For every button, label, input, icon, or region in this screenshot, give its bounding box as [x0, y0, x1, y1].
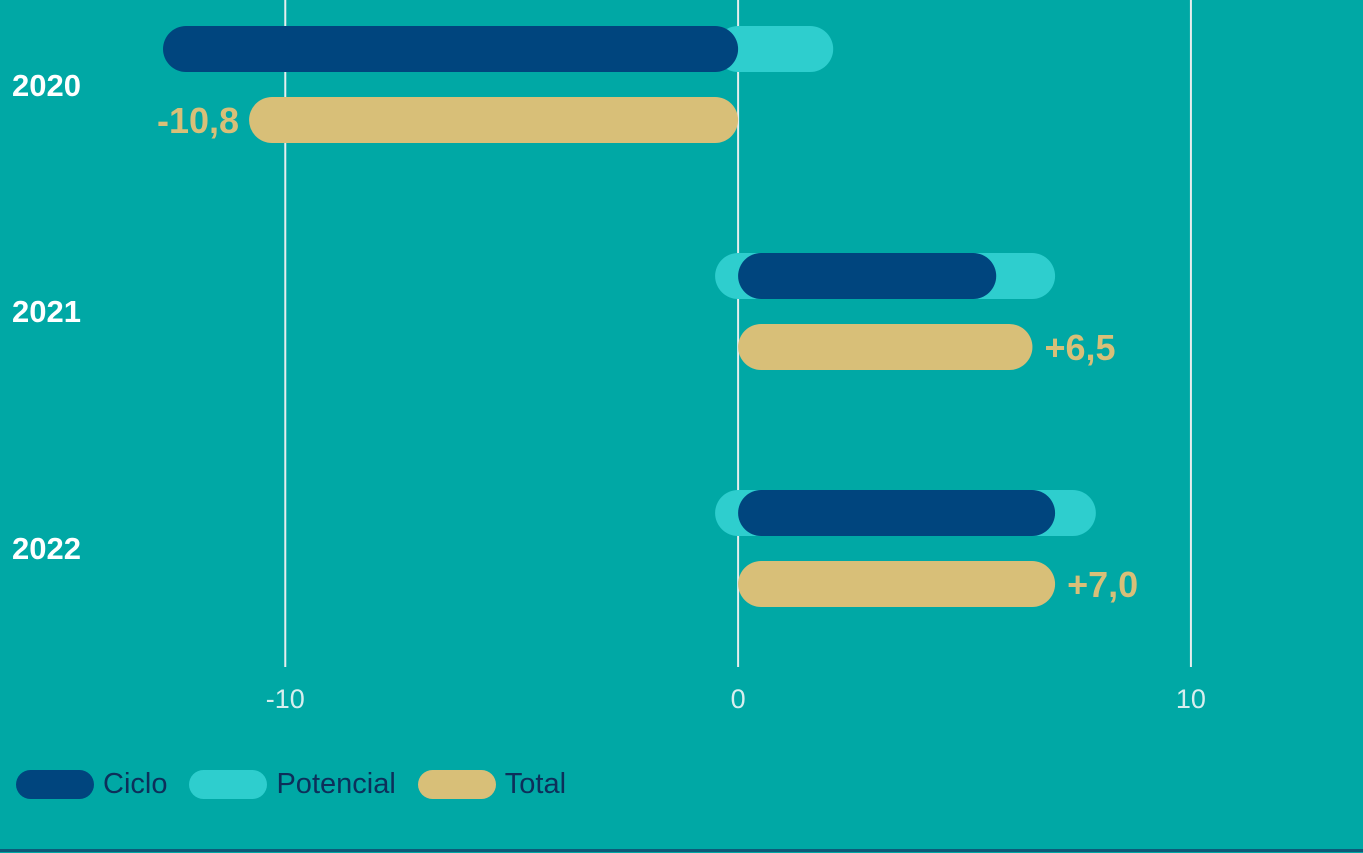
legend-swatch-potencial: [189, 770, 268, 799]
total-value-label: +6,5: [1044, 327, 1115, 368]
bar-total-2022: [738, 561, 1056, 607]
legend-item-ciclo: Ciclo: [16, 768, 167, 801]
total-value-label: +7,0: [1067, 564, 1138, 605]
legend-swatch-ciclo: [16, 770, 94, 799]
legend-label-total: Total: [504, 768, 567, 800]
x-tick-label: 10: [1176, 684, 1206, 714]
bar-ciclo-2022: [738, 490, 1056, 536]
bar-total-2021: [738, 324, 1033, 370]
legend-swatch-total: [417, 770, 496, 799]
total-value-label: -10,8: [157, 100, 239, 141]
bottom-rule: [0, 849, 1363, 852]
bar-potencial-2020: [715, 26, 834, 72]
x-tick-label: -10: [266, 684, 305, 714]
legend-label-ciclo: Ciclo: [103, 768, 168, 800]
year-label: 2020: [12, 68, 81, 103]
year-label: 2022: [12, 531, 81, 566]
legend-item-total: Total: [417, 768, 567, 801]
legend-item-potencial: Potencial: [189, 768, 396, 801]
legend: Ciclo Potencial Total: [16, 768, 588, 801]
x-tick-label: 0: [731, 684, 746, 714]
bar-ciclo-2021: [738, 253, 997, 299]
bar-ciclo-2020: [163, 26, 739, 72]
year-label: 2021: [12, 294, 81, 329]
bar-total-2020: [249, 97, 739, 143]
legend-label-potencial: Potencial: [276, 768, 396, 800]
